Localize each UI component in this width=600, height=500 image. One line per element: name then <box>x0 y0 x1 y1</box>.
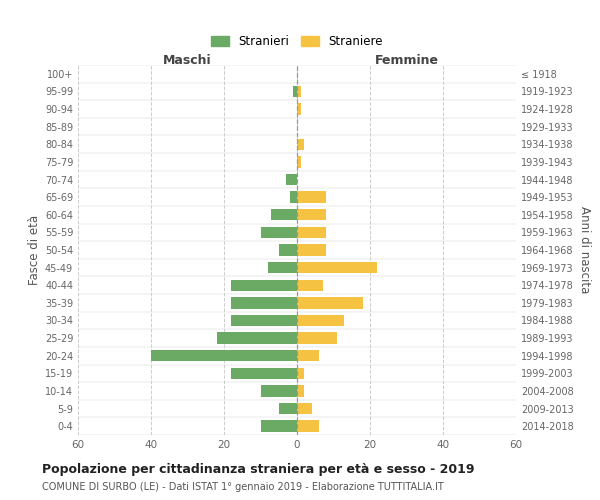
Bar <box>297 420 319 432</box>
Text: Femmine: Femmine <box>374 54 439 67</box>
Y-axis label: Fasce di età: Fasce di età <box>28 215 41 285</box>
Bar <box>297 332 337 344</box>
Bar <box>297 226 326 238</box>
Bar <box>297 350 319 362</box>
Bar <box>297 138 304 150</box>
Bar <box>297 156 301 168</box>
Bar <box>279 403 297 414</box>
Bar <box>260 420 297 432</box>
Bar <box>297 262 377 274</box>
Bar <box>297 104 301 115</box>
Text: Maschi: Maschi <box>163 54 212 67</box>
Bar <box>268 262 297 274</box>
Text: Popolazione per cittadinanza straniera per età e sesso - 2019: Popolazione per cittadinanza straniera p… <box>42 462 475 475</box>
Bar <box>286 174 297 185</box>
Bar <box>297 403 311 414</box>
Bar <box>260 226 297 238</box>
Bar <box>297 315 344 326</box>
Bar <box>297 244 326 256</box>
Bar <box>232 280 297 291</box>
Bar <box>297 368 304 379</box>
Bar <box>297 297 362 308</box>
Text: COMUNE DI SURBO (LE) - Dati ISTAT 1° gennaio 2019 - Elaborazione TUTTITALIA.IT: COMUNE DI SURBO (LE) - Dati ISTAT 1° gen… <box>42 482 444 492</box>
Bar <box>279 244 297 256</box>
Bar <box>260 385 297 396</box>
Legend: Stranieri, Straniere: Stranieri, Straniere <box>206 30 388 52</box>
Bar <box>232 368 297 379</box>
Bar <box>232 315 297 326</box>
Bar <box>151 350 297 362</box>
Bar <box>297 209 326 220</box>
Bar <box>293 86 297 97</box>
Bar <box>297 280 323 291</box>
Bar <box>232 297 297 308</box>
Bar <box>297 192 326 203</box>
Y-axis label: Anni di nascita: Anni di nascita <box>578 206 591 294</box>
Bar <box>290 192 297 203</box>
Bar <box>297 385 304 396</box>
Bar <box>297 86 301 97</box>
Bar <box>217 332 297 344</box>
Bar <box>271 209 297 220</box>
